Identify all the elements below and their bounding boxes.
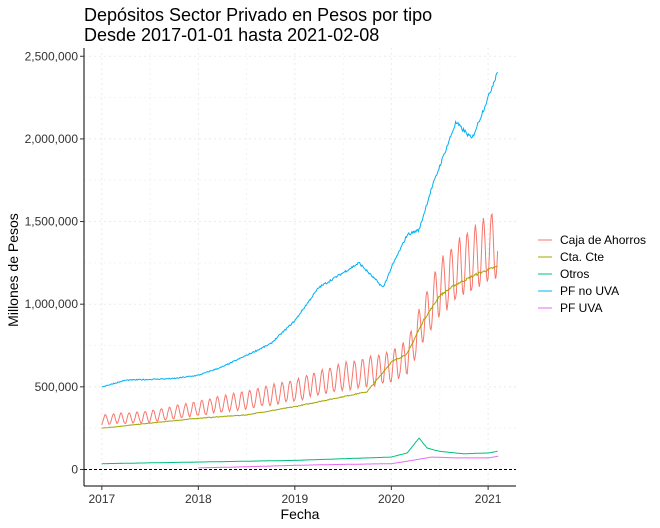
gridlines: [84, 48, 516, 486]
y-tick-labels: 0 500,000 1,000,000 1,500,000 2,000,000 2,500…: [25, 49, 84, 476]
y-tick-label: 0: [71, 462, 78, 476]
y-tick-label: 2,500,000: [25, 49, 79, 63]
series-line-pf-no-uva: [101, 71, 499, 388]
legend-label: Otros: [560, 267, 589, 281]
legend: Caja de Ahorros Cta. Cte Otros PF no UVA PF …: [538, 233, 646, 315]
y-axis-title: Millones de Pesos: [5, 213, 21, 327]
x-tick-label: 2017: [88, 492, 115, 506]
series-line-pf-uva: [198, 455, 499, 469]
y-tick-label: 1,000,000: [25, 297, 79, 311]
series-lines: [101, 71, 499, 469]
x-tick-label: 2021: [475, 492, 502, 506]
x-tick-label: 2019: [281, 492, 308, 506]
x-tick-label: 2020: [378, 492, 405, 506]
x-tick-labels: 2017 2018 2019 2020 2021: [88, 486, 502, 506]
series-line-caja-de-ahorros: [101, 212, 499, 426]
legend-label: Cta. Cte: [560, 250, 604, 264]
chart-subtitle: Desde 2017-01-01 hasta 2021-02-08: [84, 25, 379, 45]
x-axis-title: Fecha: [281, 506, 320, 522]
plot-panel: [83, 48, 516, 487]
legend-label: PF UVA: [560, 301, 602, 315]
series-line-otros: [101, 437, 498, 465]
chart-title: Depósitos Sector Privado en Pesos por ti…: [84, 5, 432, 25]
x-tick-label: 2018: [185, 492, 212, 506]
y-tick-label: 1,500,000: [25, 215, 79, 229]
y-tick-label: 500,000: [35, 380, 79, 394]
legend-label: Caja de Ahorros: [560, 233, 646, 247]
legend-label: PF no UVA: [560, 284, 619, 298]
y-tick-label: 2,000,000: [25, 132, 79, 146]
series-line-cta-cte: [101, 265, 498, 429]
axes: [83, 48, 516, 487]
